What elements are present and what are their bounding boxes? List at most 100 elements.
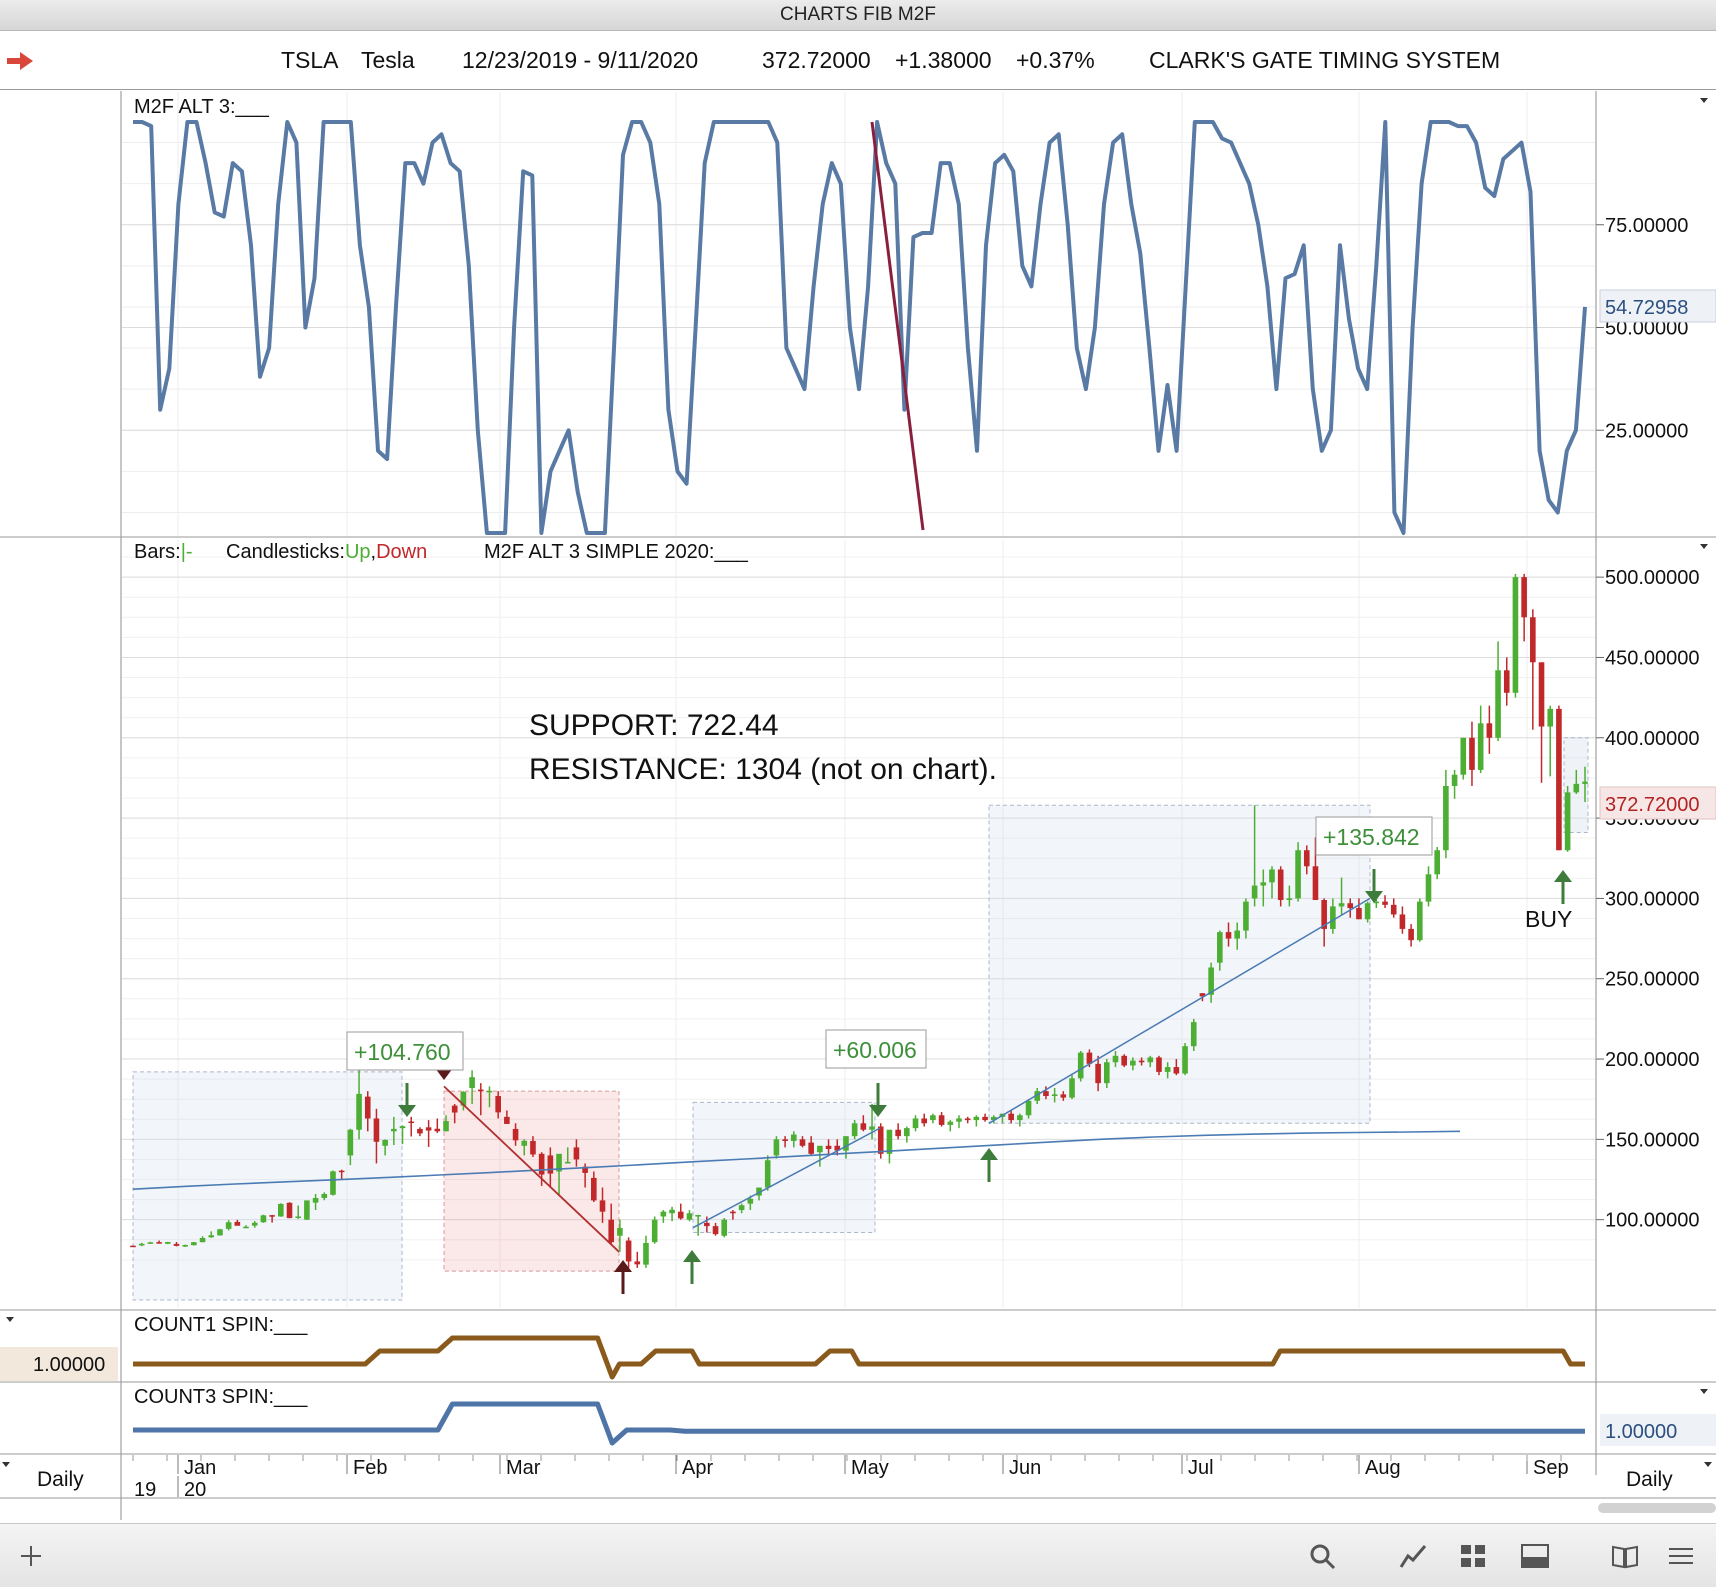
candle-body bbox=[1347, 903, 1354, 909]
candle-body bbox=[1243, 901, 1249, 931]
candle-body bbox=[1382, 901, 1388, 905]
candle-body bbox=[382, 1140, 388, 1146]
candle-body bbox=[834, 1145, 841, 1151]
panel-menu-caret-icon[interactable] bbox=[6, 1317, 14, 1322]
legend-bars: Bars: bbox=[134, 541, 181, 563]
candle-body bbox=[625, 1240, 632, 1262]
candle-body bbox=[373, 1118, 380, 1142]
candle-body bbox=[799, 1139, 806, 1146]
range-box bbox=[988, 804, 1371, 1124]
moving-average-line bbox=[132, 1130, 1461, 1190]
candle-body bbox=[1495, 670, 1501, 738]
panel-menu-caret-icon[interactable] bbox=[1700, 544, 1708, 549]
candle-body bbox=[1390, 904, 1397, 915]
x-month-label: Mar bbox=[506, 1457, 541, 1479]
x-month-label: Feb bbox=[353, 1457, 387, 1479]
candle-body bbox=[1121, 1055, 1127, 1066]
candle-body bbox=[1573, 783, 1580, 793]
candle-body bbox=[330, 1171, 336, 1195]
candle-body bbox=[164, 1242, 171, 1244]
candle-body bbox=[582, 1166, 588, 1173]
candle-body bbox=[347, 1129, 354, 1156]
candle-body bbox=[199, 1237, 206, 1243]
candle-body bbox=[643, 1242, 649, 1265]
candle-body bbox=[1277, 869, 1284, 901]
candle-body bbox=[930, 1115, 936, 1121]
candle-body bbox=[1295, 850, 1301, 899]
candle-body bbox=[851, 1123, 858, 1137]
panel-menu-caret-icon[interactable] bbox=[1700, 98, 1708, 103]
arrow-down-icon bbox=[869, 1105, 887, 1117]
periodicity-right[interactable]: Daily bbox=[1626, 1468, 1673, 1491]
candle-body bbox=[512, 1128, 519, 1141]
panel-menu-caret-icon[interactable] bbox=[1704, 1462, 1712, 1467]
candle-body bbox=[138, 1243, 145, 1246]
legend-candlesticks: Candlesticks: bbox=[226, 541, 345, 563]
panel-layout-icon[interactable] bbox=[1520, 1542, 1550, 1570]
candle-body bbox=[738, 1205, 745, 1211]
price-legend: Bars:|- Candlesticks:Up,Down M2F ALT 3 SIM… bbox=[134, 541, 749, 563]
candle-body bbox=[1051, 1094, 1058, 1096]
search-icon[interactable] bbox=[1308, 1542, 1338, 1570]
candle-body bbox=[495, 1095, 501, 1113]
arrow-up-icon bbox=[683, 1250, 701, 1262]
x-month-label: Sep bbox=[1533, 1457, 1569, 1479]
periodicity-left[interactable]: Daily bbox=[37, 1468, 84, 1491]
candle-body bbox=[982, 1116, 988, 1121]
chart-area[interactable]: 25.00000 50.00000 75.00000 100.00000 150.000… bbox=[0, 0, 1716, 1523]
candle-body bbox=[1443, 785, 1449, 851]
bottom-toolbar bbox=[0, 1523, 1716, 1587]
count1-legend: COUNT1 SPIN:___ bbox=[134, 1314, 308, 1336]
candle-body bbox=[391, 1128, 397, 1132]
candle-body bbox=[1330, 906, 1336, 929]
date-range[interactable]: 12/23/2019 - 9/11/2020 bbox=[462, 47, 699, 73]
candle-body bbox=[1460, 737, 1467, 775]
candle-body bbox=[1173, 1067, 1180, 1074]
grid-layout-icon[interactable] bbox=[1458, 1542, 1488, 1570]
candle-body bbox=[686, 1213, 693, 1220]
candle-body bbox=[1417, 901, 1423, 941]
book-icon[interactable] bbox=[1610, 1542, 1640, 1570]
x-year-label: 19 bbox=[134, 1479, 156, 1501]
window-title: CHARTS FIB M2F bbox=[0, 0, 1716, 31]
candle-body bbox=[295, 1216, 301, 1218]
line-chart-icon[interactable] bbox=[1398, 1542, 1428, 1570]
horizontal-scrollbar[interactable] bbox=[1598, 1503, 1716, 1513]
arrow-right-icon[interactable] bbox=[6, 51, 34, 71]
candle-body bbox=[1260, 882, 1267, 886]
menu-list-icon[interactable] bbox=[1666, 1542, 1696, 1570]
candle-body bbox=[460, 1091, 467, 1106]
candle-body bbox=[921, 1118, 928, 1124]
add-icon[interactable] bbox=[16, 1542, 46, 1570]
gain-label-box-3 bbox=[1315, 816, 1433, 856]
osc-tick-label: 75.00000 bbox=[1605, 215, 1688, 237]
candle-body bbox=[1364, 903, 1371, 920]
candle-body bbox=[817, 1145, 823, 1153]
candle-body bbox=[1434, 850, 1440, 875]
x-month-label: Jan bbox=[184, 1457, 216, 1479]
candle-body bbox=[782, 1139, 788, 1141]
candle-body bbox=[904, 1128, 910, 1137]
x-month-label: Jul bbox=[1188, 1457, 1214, 1479]
arrow-down-icon bbox=[1365, 891, 1383, 903]
arrow-down-icon bbox=[435, 1068, 453, 1080]
candle-body bbox=[469, 1077, 475, 1088]
x-year-label: 20 bbox=[184, 1479, 206, 1501]
candle-body bbox=[208, 1235, 215, 1238]
price-tick-label: 500.00000 bbox=[1605, 567, 1700, 589]
candle-body bbox=[1503, 670, 1510, 693]
candle-body bbox=[225, 1222, 232, 1229]
panel-menu-caret-icon[interactable] bbox=[1700, 1389, 1708, 1394]
buy-label: BUY bbox=[1525, 906, 1572, 932]
last-price: 372.72000 bbox=[762, 47, 871, 73]
candle-body bbox=[477, 1089, 484, 1092]
candle-body bbox=[147, 1242, 154, 1244]
candle-body bbox=[1182, 1046, 1188, 1074]
symbol-ticker[interactable]: TSLA bbox=[281, 47, 339, 73]
panel-menu-caret-icon[interactable] bbox=[2, 1462, 10, 1467]
osc-current-value: 54.72958 bbox=[1605, 297, 1688, 319]
candle-body bbox=[990, 1116, 997, 1121]
candle-body bbox=[1138, 1060, 1145, 1063]
candle-body bbox=[938, 1115, 945, 1125]
candle-body bbox=[764, 1160, 771, 1188]
